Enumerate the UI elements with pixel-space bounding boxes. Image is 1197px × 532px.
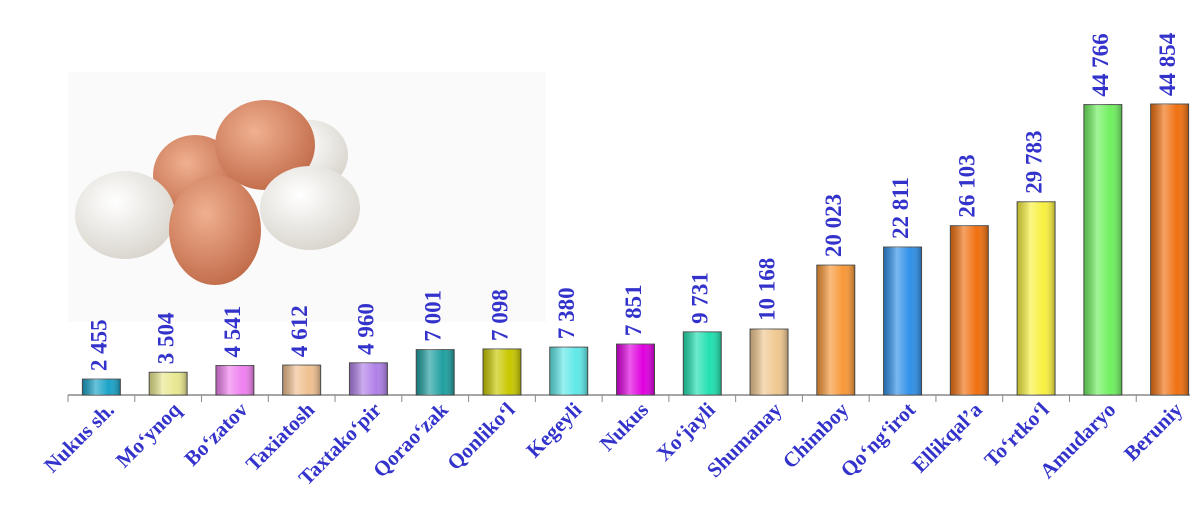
bar-shine bbox=[750, 329, 789, 395]
value-label: 7 001 bbox=[420, 290, 445, 342]
eggs-image bbox=[68, 72, 546, 322]
bar-shine bbox=[149, 372, 188, 395]
value-label: 7 851 bbox=[621, 284, 646, 336]
category-label: Kegeyli bbox=[521, 397, 586, 462]
value-label: 4 541 bbox=[220, 306, 245, 358]
value-label: 26 103 bbox=[955, 154, 980, 217]
bar-shine bbox=[549, 347, 588, 395]
bar-shine bbox=[683, 331, 722, 395]
category-label: Beruniy bbox=[1119, 397, 1187, 465]
value-label: 10 168 bbox=[754, 258, 779, 321]
bar-shine bbox=[950, 225, 989, 395]
value-label: 20 023 bbox=[821, 194, 846, 257]
value-label: 4 960 bbox=[354, 303, 379, 355]
bar-shine bbox=[482, 348, 521, 395]
bar-shine bbox=[215, 365, 254, 395]
bar-shine bbox=[82, 379, 121, 395]
bar-shine bbox=[1017, 201, 1056, 395]
category-label: Mo‘ynoq bbox=[111, 397, 186, 472]
value-label: 29 783 bbox=[1021, 131, 1046, 194]
bar-shine bbox=[616, 344, 655, 395]
bar-shine bbox=[816, 265, 855, 395]
bar-shine bbox=[282, 365, 321, 395]
value-label: 3 504 bbox=[153, 312, 178, 364]
category-label: Nukus sh. bbox=[39, 398, 119, 478]
category-label: Xo‘jayli bbox=[652, 397, 720, 465]
value-label: 22 811 bbox=[888, 177, 913, 239]
value-label: 44 766 bbox=[1088, 33, 1113, 96]
bar-shine bbox=[349, 362, 388, 395]
value-label: 2 455 bbox=[87, 319, 112, 371]
value-label: 7 380 bbox=[554, 287, 579, 339]
bar-shine bbox=[883, 247, 922, 395]
bar-shine bbox=[1150, 104, 1189, 395]
category-label: Ellikqal’a bbox=[907, 397, 987, 477]
value-label: 4 612 bbox=[287, 305, 312, 357]
bar-shine bbox=[416, 349, 455, 395]
category-label: Qonliko‘l bbox=[442, 397, 519, 474]
bar-shine bbox=[1083, 104, 1122, 395]
value-label: 7 098 bbox=[487, 289, 512, 341]
value-label: 9 731 bbox=[688, 272, 713, 324]
value-label: 44 854 bbox=[1155, 32, 1180, 96]
category-label: Nukus bbox=[595, 398, 653, 456]
